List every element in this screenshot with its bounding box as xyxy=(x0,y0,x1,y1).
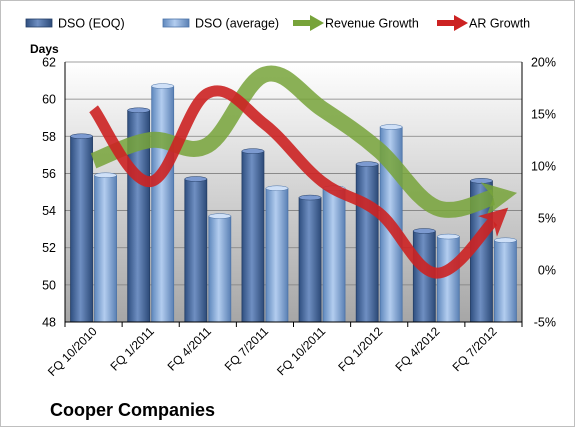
bar-cap xyxy=(241,148,265,154)
legend-swatch-arrow xyxy=(310,15,324,31)
y-tick-label: 50 xyxy=(42,278,56,292)
legend-label: DSO (average) xyxy=(195,17,279,31)
bar xyxy=(151,85,175,323)
y-tick-label: 58 xyxy=(42,130,56,144)
bar xyxy=(70,135,93,323)
bar-cap xyxy=(70,133,93,140)
y-tick-label: 54 xyxy=(42,204,56,218)
bar xyxy=(298,197,322,323)
bar xyxy=(208,215,232,323)
legend-swatch xyxy=(25,18,53,28)
ar-growth-line xyxy=(89,85,509,279)
revenue-growth-line xyxy=(90,65,518,218)
y-tick-label: 60 xyxy=(42,93,56,107)
legend-label: AR Growth xyxy=(469,17,530,31)
bar-cap xyxy=(208,213,232,219)
bar-cap xyxy=(379,124,403,130)
y2-tick-label: -5% xyxy=(534,316,556,330)
y-tick-label: 62 xyxy=(42,56,56,70)
bar-cap xyxy=(94,172,117,179)
bar-cap xyxy=(470,178,493,184)
x-tick-label: FQ 4/2011 xyxy=(165,324,215,374)
bar-cap xyxy=(355,161,379,167)
x-tick-labels: FQ 10/2010 FQ 1/2011 FQ 4/2011 FQ 7/2011 FQ … xyxy=(45,324,500,379)
bar xyxy=(322,187,346,323)
x-tick-label: FQ 1/2012 xyxy=(335,324,385,374)
bar-cap xyxy=(184,176,208,182)
bar-cap xyxy=(437,233,460,240)
bar xyxy=(241,150,265,323)
y-tick-label: 56 xyxy=(42,167,56,181)
x-tick-label: FQ 7/2012 xyxy=(450,324,500,374)
legend-label: Revenue Growth xyxy=(325,17,419,31)
bar-cap xyxy=(265,185,289,192)
x-tick-label: FQ 10/2011 xyxy=(274,324,328,378)
y-tick-labels: 48 50 52 54 56 58 60 62 xyxy=(42,56,56,330)
x-tick-label: FQ 7/2011 xyxy=(222,324,272,374)
bar-cap xyxy=(151,83,174,89)
y2-tick-label: 15% xyxy=(531,108,556,122)
y-axis-title: Days xyxy=(30,42,59,56)
line-series-group xyxy=(89,65,518,279)
legend-swatch xyxy=(162,18,190,28)
y2-tick-label: 5% xyxy=(538,212,556,226)
bar xyxy=(355,163,379,323)
y2-tick-label: 0% xyxy=(538,264,556,278)
x-tick-label: FQ 4/2012 xyxy=(392,324,442,374)
bar xyxy=(94,174,117,323)
legend-label: DSO (EOQ) xyxy=(58,17,125,31)
y2-tick-label: 10% xyxy=(531,160,556,174)
y2-tick-label: 20% xyxy=(531,56,556,70)
chart-title: Cooper Companies xyxy=(50,400,215,420)
legend-swatch-arrow xyxy=(454,15,468,31)
bar xyxy=(494,239,517,323)
y-tick-label: 48 xyxy=(42,316,56,330)
x-tick-label: FQ 1/2011 xyxy=(107,324,157,374)
bar-cap xyxy=(127,107,150,114)
bar-cap xyxy=(298,194,322,201)
x-tick-label: FQ 10/2010 xyxy=(45,324,100,379)
bar-cap xyxy=(413,228,436,234)
y-tick-label: 52 xyxy=(42,241,56,255)
bar xyxy=(265,187,289,323)
bar-cap xyxy=(494,237,517,244)
bar xyxy=(184,178,208,323)
bar xyxy=(436,236,460,323)
y2-tick-labels: -5% 0% 5% 10% 15% 20% xyxy=(531,56,556,330)
legend: DSO (EOQ) DSO (average) Revenue Growth AR G… xyxy=(25,15,530,31)
axes-group xyxy=(64,62,523,327)
